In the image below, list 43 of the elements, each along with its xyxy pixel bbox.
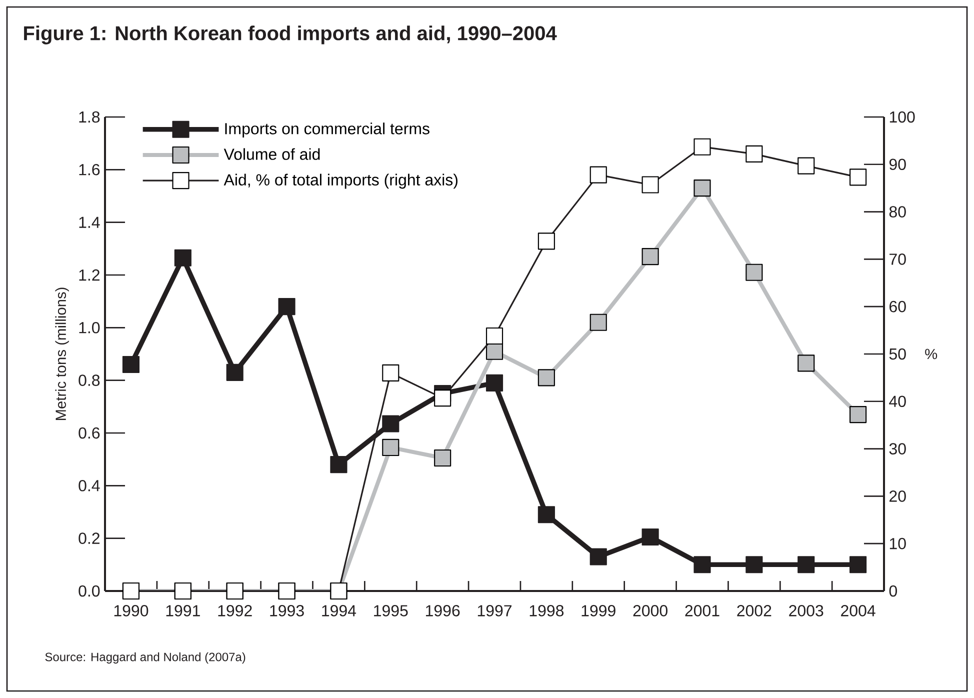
x-tick-label: 2000 (633, 605, 668, 616)
legend-label: Aid, % of total imports (right axis) (224, 174, 458, 189)
y2-tick-label: 70 (890, 254, 906, 265)
y-axis-title: Metric tons (millions) (55, 288, 69, 420)
y-tick-label: 0.0 (78, 585, 100, 597)
y2-tick-label: 30 (889, 443, 906, 454)
x-tick-label: 1995 (374, 605, 408, 616)
y-tick-label: 0.2 (78, 532, 100, 544)
legend-label: Imports on commercial terms (225, 122, 430, 138)
x-tick-label: 2003 (789, 605, 824, 616)
x-tick-label: 1994 (322, 605, 356, 616)
y2-tick-label: 90 (889, 158, 906, 170)
x-tick-label: 1997 (478, 605, 512, 616)
y-tick-label: 1.0 (79, 322, 100, 334)
source-note: Source: Haggard and Noland (2007a) (45, 652, 246, 664)
y-tick-label: 1.8 (79, 111, 100, 123)
y2-tick-label: 80 (889, 206, 906, 218)
y-tick-label: 1.4 (79, 216, 100, 228)
y2-tick-label: 10 (890, 538, 906, 550)
legend-label: Volume of aid (224, 148, 320, 160)
y2-tick-label: 100 (890, 111, 915, 123)
chart-title: Figure 1: North Korean food imports and aid, 1990–2004 (24, 26, 557, 44)
y2-tick-label: 0 (889, 585, 897, 597)
x-tick-label: 1996 (426, 605, 460, 616)
x-tick-label: 1991 (166, 605, 200, 616)
y-tick-label: 0.8 (78, 374, 100, 386)
y2-tick-label: 50 (889, 348, 906, 360)
x-tick-label: 2001 (685, 605, 720, 616)
x-tick-label: 1998 (530, 605, 564, 616)
y-tick-label: 1.2 (79, 269, 100, 281)
x-tick-label: 1993 (270, 605, 304, 616)
x-tick-label: 1992 (218, 605, 252, 616)
x-tick-label: 1990 (114, 605, 148, 616)
x-tick-label: 1999 (582, 605, 616, 616)
x-tick-label: 2002 (737, 605, 772, 616)
y-tick-label: 0.4 (78, 480, 100, 492)
y-tick-label: 1.6 (79, 164, 100, 176)
y-tick-label: 0.6 (78, 427, 100, 439)
y2-tick-label: 20 (890, 490, 906, 502)
y2-tick-label: 60 (890, 300, 906, 312)
x-tick-label: 2004 (841, 605, 876, 616)
y2-axis-title: % (925, 348, 938, 360)
y2-tick-label: 40 (889, 396, 906, 408)
